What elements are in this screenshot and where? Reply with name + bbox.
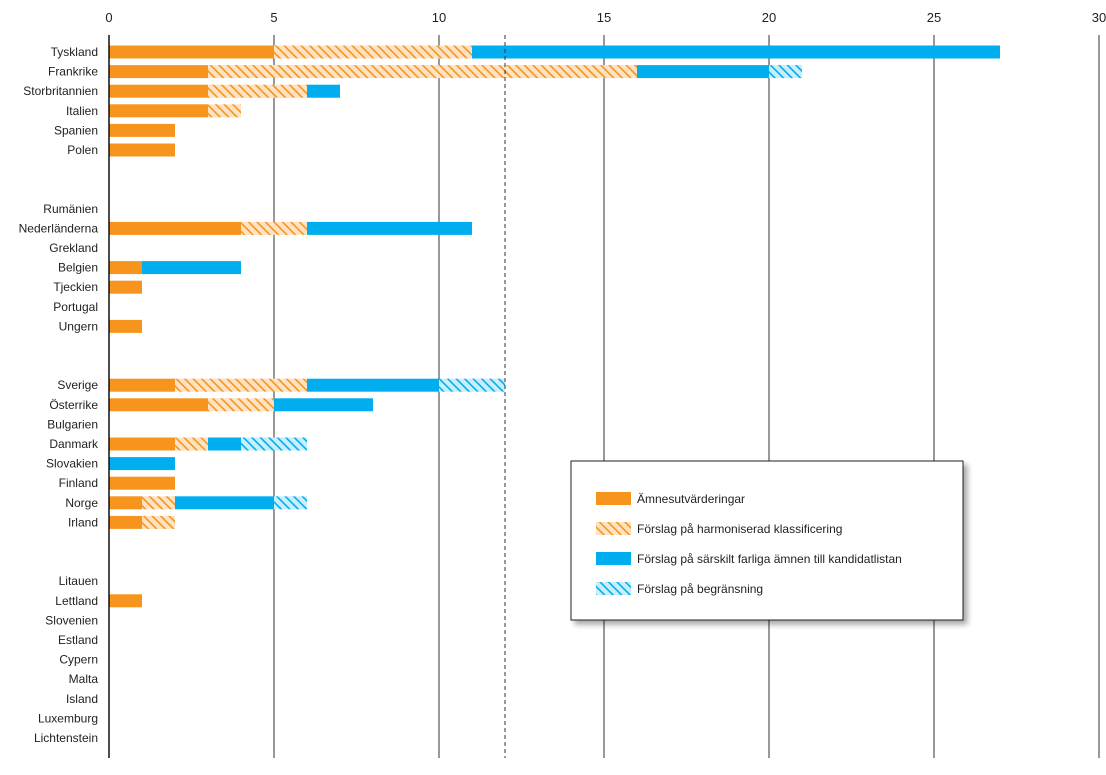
- category-label: Norge: [65, 496, 98, 510]
- bar-segment: [274, 398, 373, 412]
- bar-segment: [109, 594, 142, 608]
- legend-label: Förslag på harmoniserad klassificering: [637, 522, 842, 536]
- bar-segment: [472, 45, 1000, 59]
- legend-swatch: [596, 552, 631, 565]
- bar-segment: [109, 45, 274, 59]
- bar-segment: [175, 496, 274, 510]
- category-label: Finland: [59, 476, 98, 490]
- category-label: Portugal: [53, 300, 98, 314]
- bar-segment: [109, 104, 208, 118]
- category-label: Belgien: [58, 261, 98, 275]
- category-label: Lichtenstein: [34, 731, 98, 745]
- category-labels: Tyskland Frankrike Storbritannien Italien Sp…: [19, 45, 99, 745]
- category-label: Luxemburg: [38, 711, 98, 725]
- category-label: Frankrike: [48, 65, 98, 79]
- x-tick-label: 0: [105, 10, 112, 25]
- bar-segment: [175, 437, 208, 451]
- category-label: Polen: [67, 143, 98, 157]
- bar-segment: [109, 261, 142, 275]
- bar-segment: [208, 65, 637, 79]
- bar-segment: [109, 65, 208, 79]
- bar-segment: [274, 496, 307, 510]
- bar-segment: [241, 437, 307, 451]
- x-axis: 0 5 10 15 20 25 30: [105, 10, 1106, 758]
- category-label: Ungern: [59, 319, 98, 333]
- x-tick-label: 25: [927, 10, 941, 25]
- bar-segment: [142, 496, 175, 510]
- legend-label: Förslag på särskilt farliga ämnen till k…: [637, 552, 902, 566]
- legend: Ämnesutvärderingar Förslag på harmonisera…: [570, 460, 964, 621]
- bar-segment: [109, 496, 142, 510]
- category-label: Danmark: [49, 437, 99, 451]
- x-tick-label: 5: [270, 10, 277, 25]
- bar-segment: [142, 515, 175, 529]
- bar-segment: [307, 84, 340, 98]
- x-tick-label: 10: [432, 10, 446, 25]
- category-label: Storbritannien: [23, 84, 98, 98]
- category-label: Lettland: [55, 594, 98, 608]
- bar-segment: [109, 143, 175, 157]
- bar-segment: [109, 515, 142, 529]
- legend-label: Förslag på begränsning: [637, 582, 763, 596]
- category-label: Spanien: [54, 123, 98, 137]
- category-label: Slovakien: [46, 457, 98, 471]
- category-label: Italien: [66, 104, 98, 118]
- bar-segment: [109, 84, 208, 98]
- bar-segment: [109, 319, 142, 333]
- category-label: Rumänien: [43, 202, 98, 216]
- category-label: Grekland: [49, 241, 98, 255]
- bar-segment: [208, 104, 241, 118]
- bars: [109, 45, 1000, 608]
- category-label: Slovenien: [45, 613, 98, 627]
- x-tick-label: 20: [762, 10, 776, 25]
- bar-segment: [109, 476, 175, 490]
- category-label: Litauen: [59, 574, 98, 588]
- bar-segment: [439, 378, 505, 392]
- category-label: Tyskland: [51, 45, 98, 59]
- legend-swatch: [596, 492, 631, 505]
- category-label: Nederländerna: [19, 221, 99, 235]
- bar-segment: [769, 65, 802, 79]
- category-label: Tjeckien: [53, 280, 98, 294]
- bar-segment: [109, 123, 175, 137]
- bar-segment: [109, 437, 175, 451]
- gridlines: [273, 35, 1100, 758]
- bar-segment: [307, 378, 439, 392]
- x-tick-label: 30: [1092, 10, 1106, 25]
- bar-segment: [109, 398, 208, 412]
- bar-segment: [208, 437, 241, 451]
- legend-box: [570, 460, 964, 621]
- bar-segment: [208, 84, 307, 98]
- category-label: Irland: [68, 515, 98, 529]
- legend-swatch: [596, 582, 631, 595]
- category-label: Österrike: [49, 398, 98, 412]
- category-label: Sverige: [57, 378, 98, 392]
- category-label: Bulgarien: [47, 417, 98, 431]
- category-label: Malta: [69, 672, 99, 686]
- x-tick-label: 15: [597, 10, 611, 25]
- legend-label: Ämnesutvärderingar: [637, 492, 745, 506]
- bar-segment: [175, 378, 307, 392]
- category-label: Estland: [58, 633, 98, 647]
- bar-segment: [142, 261, 241, 275]
- category-label: Island: [66, 692, 98, 706]
- category-label: Cypern: [59, 653, 98, 667]
- legend-swatch: [596, 522, 631, 535]
- bar-segment: [274, 45, 472, 59]
- bar-segment: [637, 65, 769, 79]
- bar-segment: [307, 221, 472, 235]
- bar-segment: [109, 280, 142, 294]
- bar-segment: [109, 457, 175, 471]
- bar-segment: [208, 398, 274, 412]
- bar-segment: [109, 378, 175, 392]
- bar-segment: [241, 221, 307, 235]
- bar-segment: [109, 221, 241, 235]
